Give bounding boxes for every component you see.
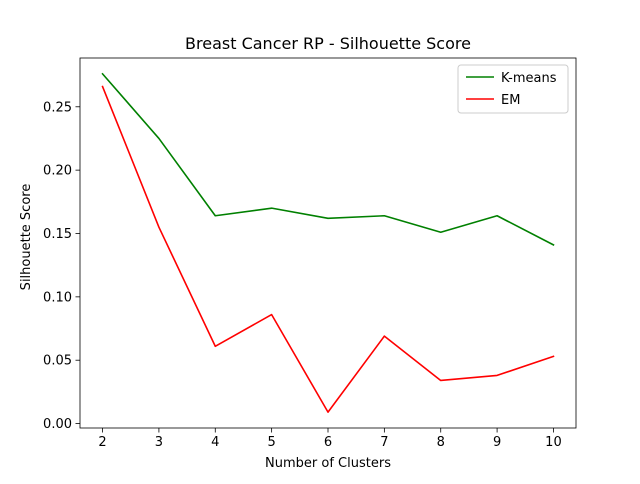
y-tick-label: 0.05 bbox=[43, 354, 72, 369]
x-tick-label: 9 bbox=[493, 435, 501, 450]
x-tick-label: 4 bbox=[211, 435, 219, 450]
y-tick-label: 0.20 bbox=[43, 164, 72, 179]
x-tick-label: 7 bbox=[380, 435, 388, 450]
y-tick-label: 0.00 bbox=[43, 417, 72, 432]
legend-label-k-means: K-means bbox=[501, 71, 557, 86]
chart-title: Breast Cancer RP - Silhouette Score bbox=[185, 34, 471, 53]
x-tick-label: 2 bbox=[98, 435, 106, 450]
y-axis-label: Silhouette Score bbox=[19, 184, 34, 291]
series-line-em bbox=[101, 85, 555, 413]
legend: K-means EM bbox=[457, 64, 569, 114]
x-tick-label: 6 bbox=[324, 435, 332, 450]
y-tick-label: 0.15 bbox=[43, 227, 72, 242]
x-tick-label: 3 bbox=[155, 435, 163, 450]
legend-label-em: EM bbox=[501, 93, 520, 108]
x-tick-label: 10 bbox=[545, 435, 562, 450]
plot-area: 2 3 4 5 6 7 8 9 10 0.00 0.05 0.10 0.15 0.20 0.25 K-mean… bbox=[43, 57, 577, 450]
x-tick-label: 8 bbox=[437, 435, 445, 450]
x-axis-label: Number of Clusters bbox=[265, 456, 391, 471]
series-line-k-means bbox=[101, 72, 555, 246]
y-tick-label: 0.10 bbox=[43, 290, 72, 305]
x-tick-label: 5 bbox=[267, 435, 275, 450]
y-tick-label: 0.25 bbox=[43, 100, 72, 115]
